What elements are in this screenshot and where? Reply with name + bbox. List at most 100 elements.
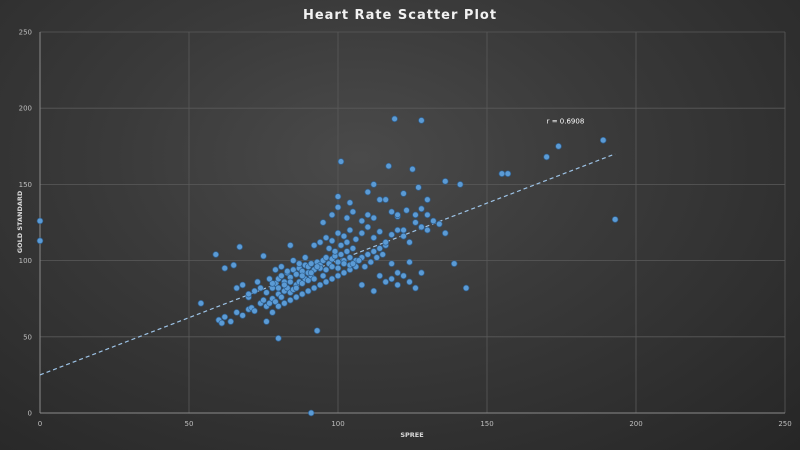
data-point (328, 237, 336, 245)
y-tick-label: 200 (19, 105, 32, 113)
data-point (543, 153, 550, 161)
data-point (462, 284, 470, 292)
data-point (358, 229, 366, 237)
data-point (319, 272, 327, 280)
data-point (346, 254, 354, 261)
x-tick-label: 150 (480, 420, 493, 428)
data-point (322, 234, 330, 241)
data-point (293, 284, 300, 292)
data-point (316, 239, 324, 246)
data-point (373, 254, 380, 261)
x-tick-label: 50 (185, 420, 194, 428)
data-points (36, 115, 619, 417)
data-point (310, 284, 318, 292)
data-point (400, 272, 407, 280)
data-point (403, 207, 410, 214)
data-point (334, 264, 342, 272)
data-point (388, 231, 395, 238)
data-point (370, 214, 378, 222)
data-point (325, 245, 333, 252)
data-point (388, 275, 395, 283)
data-point (456, 181, 464, 188)
data-point (322, 266, 330, 273)
x-tick-label: 250 (778, 420, 791, 428)
data-point (269, 309, 276, 316)
data-point (313, 327, 321, 334)
data-point (376, 196, 383, 203)
data-point (227, 318, 234, 325)
data-point (394, 281, 401, 289)
data-point (346, 226, 354, 234)
data-point (418, 205, 425, 213)
data-point (364, 223, 372, 231)
data-point (197, 300, 205, 307)
data-point (263, 289, 270, 296)
data-point (343, 248, 351, 255)
y-tick-label: 150 (19, 181, 32, 189)
data-point (418, 223, 425, 231)
data-point (304, 287, 312, 295)
data-point (364, 188, 372, 196)
data-point (287, 296, 294, 304)
y-tick-label: 0 (28, 410, 32, 418)
data-point (263, 318, 270, 325)
data-point (251, 287, 258, 295)
data-point (418, 269, 425, 277)
data-point (340, 260, 348, 267)
data-point (287, 278, 294, 286)
data-point (334, 272, 342, 280)
data-point (364, 211, 372, 219)
data-point (364, 251, 372, 258)
data-point (337, 158, 345, 165)
data-point (442, 229, 449, 237)
data-point (278, 293, 285, 301)
data-point (343, 214, 351, 222)
data-point (340, 232, 348, 240)
data-point (352, 236, 360, 243)
data-point (221, 264, 229, 272)
data-point (328, 263, 336, 270)
data-point (298, 290, 306, 298)
data-point (239, 281, 246, 289)
data-point (555, 143, 562, 150)
data-point (266, 300, 273, 307)
data-point (275, 335, 282, 342)
data-point (412, 211, 419, 219)
data-point (382, 196, 389, 203)
y-axis-label: GOLD STANDARD (16, 190, 24, 253)
data-point (394, 226, 401, 234)
data-point (257, 284, 264, 292)
data-point (358, 217, 366, 225)
data-point (212, 251, 220, 258)
data-point (290, 257, 297, 264)
data-point (334, 204, 342, 211)
data-point (388, 208, 395, 216)
data-point (424, 196, 431, 203)
y-tick-label: 50 (23, 333, 32, 341)
data-point (379, 251, 386, 258)
data-point (307, 260, 315, 267)
data-point (391, 115, 398, 123)
data-point (328, 211, 336, 219)
data-point (334, 193, 342, 200)
data-point (298, 280, 306, 287)
data-point (412, 219, 419, 226)
data-point (611, 216, 619, 223)
data-point (260, 296, 267, 304)
data-point (298, 272, 306, 280)
data-point (376, 272, 383, 280)
data-point (370, 181, 378, 188)
data-point (418, 117, 425, 124)
data-point (355, 257, 363, 264)
data-point (233, 284, 240, 292)
data-point (278, 272, 285, 280)
data-point (304, 277, 312, 284)
data-point (236, 243, 243, 251)
data-point (504, 170, 512, 177)
data-point (230, 261, 237, 269)
data-point (385, 162, 392, 170)
data-point (245, 290, 252, 298)
data-point (239, 312, 246, 319)
data-point (349, 245, 357, 252)
data-point (334, 229, 342, 237)
